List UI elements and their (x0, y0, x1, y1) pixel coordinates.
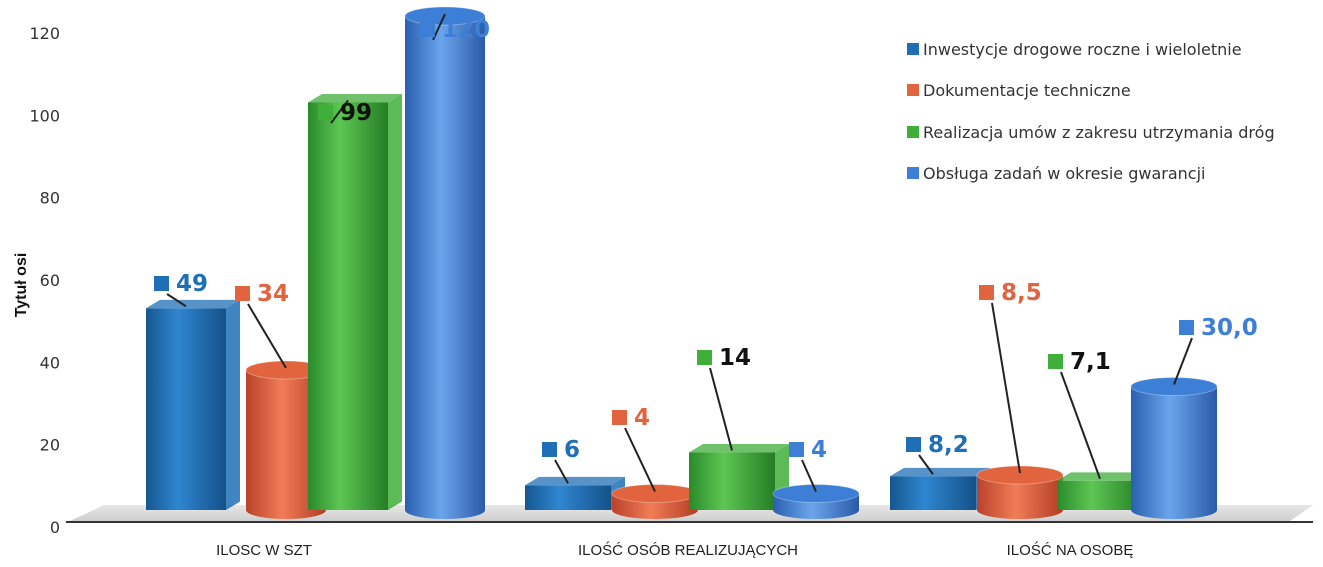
data-label: 7,1 (1070, 349, 1111, 375)
leader-line (918, 454, 934, 475)
data-label: 8,5 (1001, 280, 1042, 306)
bar (245, 360, 327, 519)
data-label: 30,0 (1201, 315, 1258, 341)
legend: Inwestycje drogowe roczne i wieloletnie D… (907, 40, 1275, 183)
data-label: 120 (442, 17, 490, 43)
category-label: ILOŚĆ OSÓB REALIZUJĄCYCH (578, 541, 798, 559)
data-label: 99 (340, 100, 372, 126)
bar-front (525, 485, 611, 510)
label-marker (612, 410, 627, 425)
label-marker (906, 437, 921, 452)
bar (976, 465, 1064, 519)
data-label: 4 (634, 405, 650, 431)
bar-front (1057, 480, 1143, 510)
cylinder-top (611, 484, 699, 504)
category-label: ILOŚĆ NA OSOBĘ (1007, 541, 1134, 559)
bar-side (226, 299, 240, 510)
label-marker (235, 286, 250, 301)
bar (689, 443, 789, 510)
leader-line (709, 367, 733, 451)
bar (772, 484, 860, 519)
leader-line (247, 303, 287, 369)
label-marker (154, 276, 169, 291)
category-label: ILOSC W SZT (216, 542, 312, 559)
bar (525, 476, 625, 510)
bar-top (689, 443, 789, 453)
bars (146, 6, 1218, 519)
label-marker (979, 285, 994, 300)
y-tick-label: 20 (40, 436, 60, 455)
legend-swatch (907, 126, 919, 138)
y-axis-ticks: 0 20 40 60 80 100 120 (29, 24, 60, 537)
cylinder-top (772, 484, 860, 504)
label-marker (420, 22, 435, 37)
leader-line (991, 302, 1021, 474)
data-label: 49 (176, 271, 208, 297)
cylinder-top (976, 465, 1064, 485)
y-axis-title: Tytuł osi (13, 253, 30, 318)
label-marker (1048, 354, 1063, 369)
leader-line (801, 459, 817, 492)
legend-entry: Inwestycje drogowe roczne i wieloletnie (923, 40, 1242, 59)
bar (611, 484, 699, 519)
leader-line (1173, 337, 1193, 385)
data-label: 34 (257, 281, 289, 307)
y-tick-label: 100 (29, 106, 60, 125)
data-label: 8,2 (928, 432, 969, 458)
bar-top (146, 299, 240, 309)
category-labels: ILOSC W SZT ILOŚĆ OSÓB REALIZUJĄCYCH ILOŚĆ… (216, 541, 1133, 559)
label-marker (789, 442, 804, 457)
bar-top (890, 467, 990, 477)
label-marker (542, 442, 557, 457)
legend-entry: Obsługa zadań w okresie gwarancji (923, 164, 1205, 183)
legend-swatch (907, 84, 919, 96)
cylinder-top (1130, 377, 1218, 396)
cylinder-body (977, 475, 1063, 519)
bar (308, 94, 402, 511)
leader-line (166, 293, 187, 308)
y-tick-label: 0 (50, 518, 60, 537)
legend-swatch (907, 167, 919, 179)
label-marker (318, 105, 333, 120)
y-tick-label: 40 (40, 353, 60, 372)
bar-side (388, 94, 402, 511)
bar (146, 299, 240, 510)
bar (404, 6, 486, 519)
data-labels: 49 34 99 120 6 4 14 4 8,2 8,5 7,1 30,0 (154, 13, 1258, 492)
y-tick-label: 120 (29, 24, 60, 43)
y-tick-label: 80 (40, 189, 60, 208)
bar-front (146, 308, 226, 510)
label-marker (697, 350, 712, 365)
bar-front (308, 102, 388, 510)
bar (890, 467, 990, 510)
data-label: 4 (811, 437, 827, 463)
legend-swatch (907, 43, 919, 55)
leader-line (554, 459, 569, 484)
legend-entry: Realizacja umów z zakresu utrzymania dró… (923, 123, 1275, 142)
label-marker (1179, 320, 1194, 335)
bar-front (890, 476, 976, 510)
cylinder-body (1131, 386, 1217, 519)
leader-line (1060, 371, 1101, 480)
y-tick-label: 60 (40, 271, 60, 290)
bar-front (689, 452, 775, 510)
data-label: 14 (719, 345, 751, 371)
bar-top (308, 94, 402, 103)
data-label: 6 (564, 437, 580, 463)
cylinder-body (246, 370, 326, 519)
bar (1130, 377, 1218, 519)
leader-line (330, 99, 349, 124)
cylinder-body (405, 16, 485, 519)
bar-top (525, 476, 625, 486)
leader-line (624, 427, 656, 492)
legend-entry: Dokumentacje techniczne (923, 81, 1131, 100)
